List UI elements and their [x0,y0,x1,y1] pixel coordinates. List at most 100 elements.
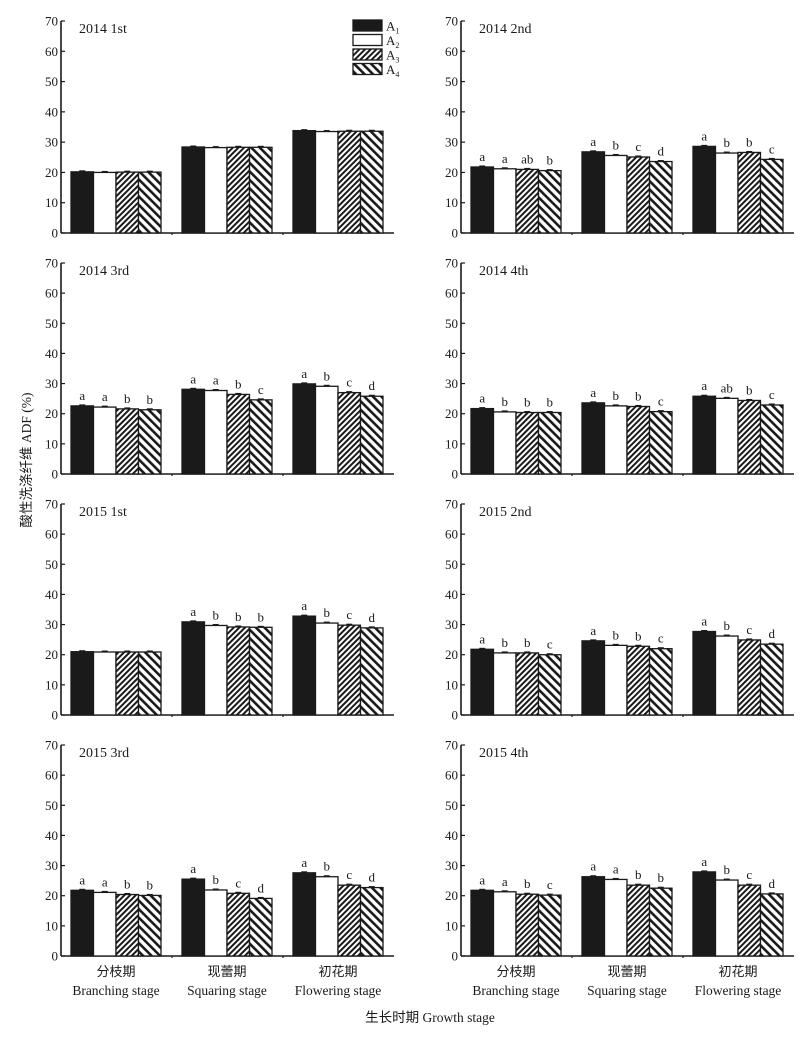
y-tick-label: 70 [45,14,58,29]
y-tick-label: 70 [45,738,58,753]
bar-a3-squaring [226,146,251,234]
significance-letter: b [258,609,265,624]
significance-letter: c [769,141,775,156]
y-tick-label: 70 [45,497,58,512]
significance-letter: a [190,604,196,619]
significance-letter: a [590,385,596,400]
y-tick-label: 60 [445,44,458,59]
bar-a2-squaring [603,878,628,957]
bar-a4-squaring [648,648,673,716]
legend-label-subscript: 4 [395,70,399,79]
y-tick-label: 0 [452,467,459,482]
bar-a4-branching [537,894,562,957]
y-tick-label: 0 [52,708,59,723]
y-tick-label: 60 [45,768,58,783]
x-category-label-cn: 分枝期 [496,964,535,979]
x-category-label-cn: 分枝期 [96,964,135,979]
significance-letter: c [658,394,664,409]
y-tick-label: 50 [445,557,458,572]
bar-a3-squaring [626,405,651,475]
significance-letter: b [324,368,331,383]
significance-letter: a [102,874,108,889]
significance-letter: a [701,614,707,629]
significance-letter: a [701,378,707,393]
bar-a2-flowering [314,622,339,716]
significance-letter: b [502,394,509,409]
y-tick-label: 50 [45,557,58,572]
significance-letter: a [590,859,596,874]
y-tick-label: 20 [445,888,458,903]
y-tick-label: 70 [445,497,458,512]
significance-letter: a [502,874,508,889]
y-tick-label: 40 [445,587,458,602]
significance-letter: b [635,867,642,882]
bar-a4-squaring [248,897,273,957]
bar-a1-flowering [692,630,717,716]
bar-a2-squaring [203,889,228,957]
bar-a4-flowering [359,627,384,716]
bar-a2-branching [92,891,117,957]
significance-letter: b [324,859,331,874]
significance-letter: a [301,366,307,381]
y-tick-label: 0 [452,949,459,964]
bar-a1-squaring [181,621,206,716]
bar-a1-flowering [292,872,317,957]
bar-a4-branching [137,651,162,716]
bar-a3-squaring [226,393,251,475]
x-category-label-cn: 初花期 [318,964,357,979]
significance-letter: b [547,395,554,410]
bar-a1-branching [470,166,495,234]
y-tick-label: 30 [445,617,458,632]
legend-item-a4: A4 [352,62,399,79]
y-tick-label: 40 [45,587,58,602]
bar-a2-branching [492,168,517,234]
significance-letter: c [346,375,352,390]
significance-letter: ab [521,151,533,166]
y-tick-label: 0 [52,949,59,964]
bar-a1-branching [470,889,495,957]
bar-a3-flowering [737,639,762,716]
legend-swatch [352,62,383,76]
panel-title: 2014 1st [79,22,127,37]
y-tick-label: 50 [45,316,58,331]
bar-a1-squaring [581,640,606,716]
bar-a2-squaring [203,146,228,234]
panel-title: 2014 2nd [479,22,532,37]
bar-a2-flowering [314,130,339,234]
legend-label: A4 [386,62,399,79]
significance-letter: b [613,137,620,152]
y-tick-label: 30 [445,135,458,150]
bar-a4-flowering [359,395,384,475]
y-tick-label: 40 [445,346,458,361]
significance-letter: c [258,382,264,397]
significance-letter: a [701,128,707,143]
bar-a4-branching [137,894,162,957]
y-tick-label: 50 [445,74,458,89]
bar-a2-flowering [714,879,739,957]
significance-letter: d [769,626,776,641]
significance-letter: a [479,631,485,646]
significance-letter: d [369,378,376,393]
bar-a1-squaring [581,402,606,475]
bar-a4-squaring [248,626,273,716]
significance-letter: c [658,631,664,646]
bar-a3-flowering [737,884,762,957]
significance-letter: b [724,862,731,877]
significance-letter: d [369,610,376,625]
bar-a1-flowering [292,129,317,234]
bar-a2-branching [492,411,517,475]
bar-a4-squaring [648,160,673,234]
y-tick-label: 60 [45,527,58,542]
significance-letter: d [258,880,265,895]
x-category-labels: 分枝期 Branching stage 现蕾期 Squaring stage 初花期 Fl… [72,964,781,998]
significance-letter: b [613,388,620,403]
y-tick-label: 60 [445,768,458,783]
y-tick-label: 0 [452,708,459,723]
significance-letter: c [346,867,352,882]
bar-a3-branching [115,408,140,475]
significance-letter: a [190,371,196,386]
significance-letter: b [235,376,242,391]
bar-a4-squaring [648,887,673,957]
bar-a4-flowering [359,886,384,957]
